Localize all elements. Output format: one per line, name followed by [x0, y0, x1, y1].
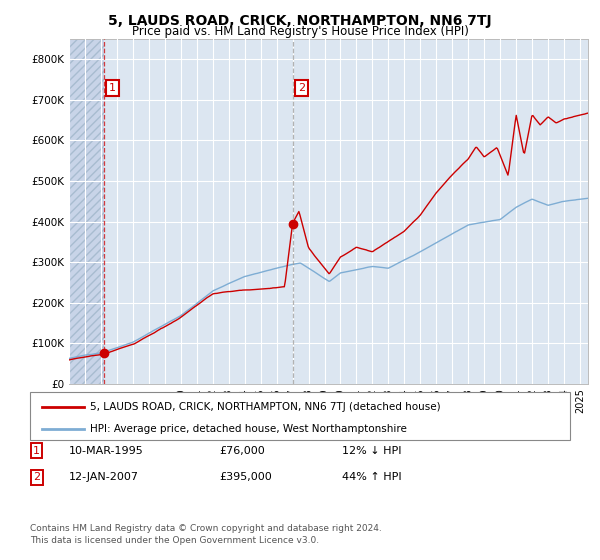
- Text: 12-JAN-2007: 12-JAN-2007: [69, 472, 139, 482]
- Text: 2: 2: [33, 472, 40, 482]
- Bar: [69, 39, 104, 384]
- Text: £395,000: £395,000: [219, 472, 272, 482]
- Text: 10-MAR-1995: 10-MAR-1995: [69, 446, 144, 456]
- Text: 44% ↑ HPI: 44% ↑ HPI: [342, 472, 401, 482]
- Text: Contains HM Land Registry data © Crown copyright and database right 2024.
This d: Contains HM Land Registry data © Crown c…: [30, 524, 382, 545]
- Text: 5, LAUDS ROAD, CRICK, NORTHAMPTON, NN6 7TJ (detached house): 5, LAUDS ROAD, CRICK, NORTHAMPTON, NN6 7…: [90, 402, 440, 412]
- Text: 5, LAUDS ROAD, CRICK, NORTHAMPTON, NN6 7TJ: 5, LAUDS ROAD, CRICK, NORTHAMPTON, NN6 7…: [108, 14, 492, 28]
- Text: 1: 1: [109, 83, 116, 93]
- Text: £76,000: £76,000: [219, 446, 265, 456]
- Text: 1: 1: [33, 446, 40, 456]
- Text: 2: 2: [298, 83, 305, 93]
- Text: HPI: Average price, detached house, West Northamptonshire: HPI: Average price, detached house, West…: [90, 424, 407, 434]
- Text: 12% ↓ HPI: 12% ↓ HPI: [342, 446, 401, 456]
- Text: Price paid vs. HM Land Registry's House Price Index (HPI): Price paid vs. HM Land Registry's House …: [131, 25, 469, 38]
